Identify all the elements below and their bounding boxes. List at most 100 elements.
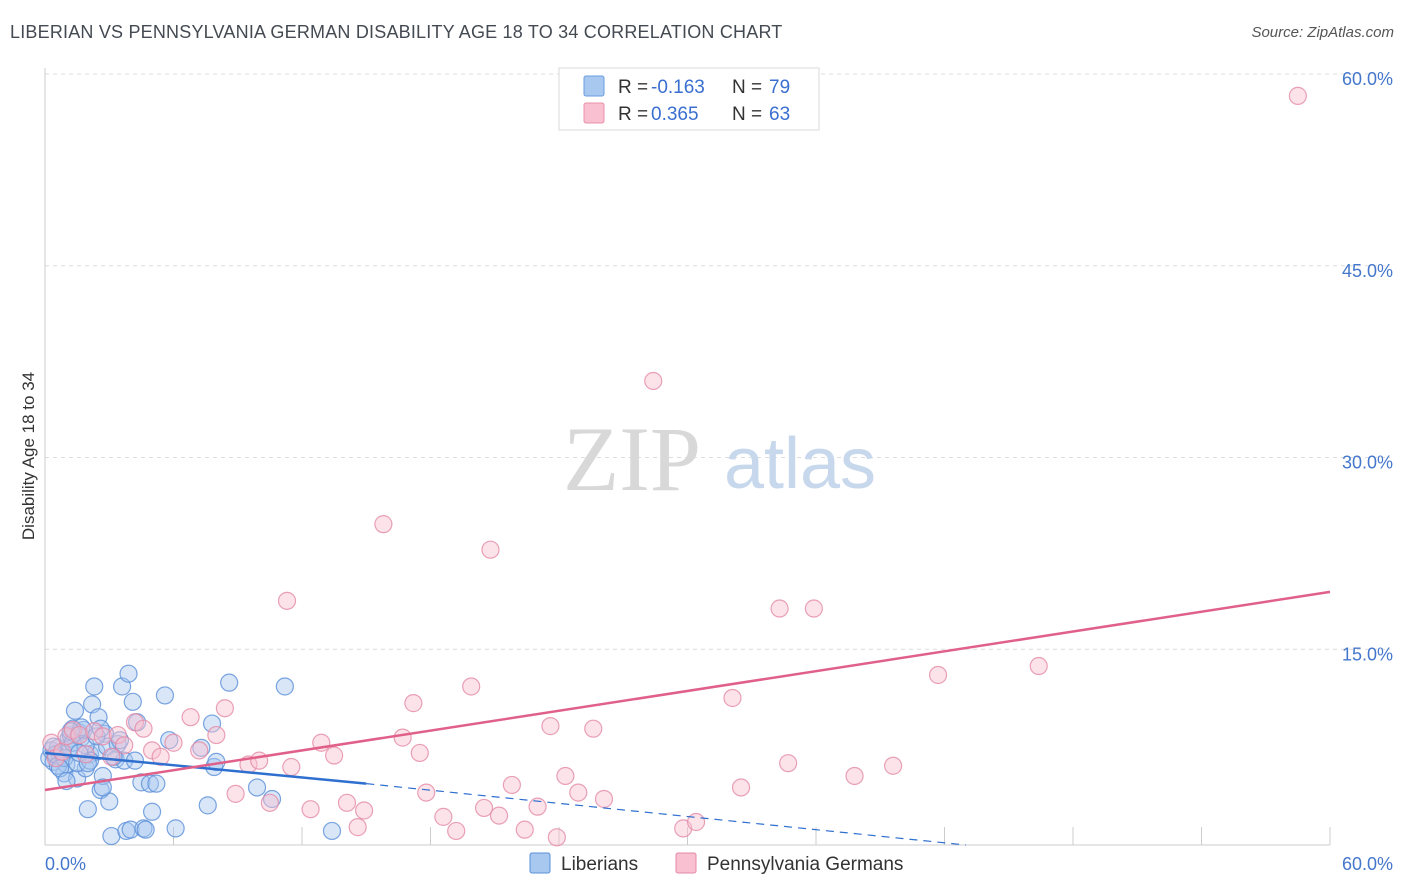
pennsylvania-german-point [108,725,127,745]
liberian-point [140,774,160,793]
liberian-point [78,800,97,819]
legend-swatch [583,75,605,97]
liberian-point [198,796,217,815]
x-tick-label: 0.0% [45,854,86,874]
liberian-point [89,708,108,727]
pennsylvania-german-point [686,812,706,832]
pennsylvania-german-point [1288,86,1307,105]
legend-n-label: N = [732,77,762,98]
pennsylvania-german-point [215,699,234,718]
liberian-point [142,802,162,821]
liberian-point [85,677,104,696]
pennsylvania-german-point [556,766,575,786]
pennsylvania-german-point [547,828,566,847]
pennsylvania-german-point [928,665,948,685]
liberian-point [136,820,155,839]
liberian-point [322,821,342,841]
pennsylvania-german-point [102,747,121,766]
legend-r-value: 0.365 [651,104,699,125]
liberian-point [155,686,175,705]
pennsylvania-german-point [515,820,534,839]
pennsylvania-german-point [883,756,903,775]
y-axis-label: Disability Age 18 to 34 [19,372,38,540]
liberian-point [93,778,112,797]
legend-r-value: -0.163 [651,77,705,98]
pennsylvania-german-point [541,717,560,736]
legend-n-value: 63 [769,104,790,125]
liberian-point [220,673,239,692]
y-tick-label: 30.0% [1342,453,1393,473]
bottom-legend: Liberians Pennsylvania Germans [529,852,903,875]
pennsylvania-german-point [277,591,297,610]
pennsylvania-german-point [594,789,614,809]
bottom-legend-label: Pennsylvania Germans [707,854,903,875]
x-tick-label: 60.0% [1342,854,1393,874]
pennsylvania-german-point [584,719,603,738]
pennsylvania-german-point [282,757,301,777]
pennsylvania-german-point [404,694,423,713]
watermark: ZIP atlas [563,408,876,510]
pennsylvania-german-point [779,754,798,773]
pennsylvania-german-point [325,746,344,765]
gridlines [45,73,1390,650]
legend-box: R = -0.163 N = 79 R = 0.365 N = 63 [558,67,820,131]
pennsylvania-german-point [301,800,320,819]
legend-n-label: N = [732,104,762,125]
pennsylvania-german-point [644,371,663,391]
watermark-atlas: atlas [724,424,876,504]
pennsylvania-german-point [731,778,751,797]
pennsylvania-german-point [447,821,466,841]
legend-swatch [583,102,605,124]
pennsylvania-german-point [250,751,269,770]
liberian-trend-extension [366,783,966,846]
liberian-trend-line [44,751,367,785]
pennsylvania-german-point [85,722,104,741]
chart-source: Source: ZipAtlas.com [1251,24,1394,41]
pennsylvania-german-point [134,719,153,738]
y-tick-labels: 15.0% 30.0% 45.0% 60.0% [1342,69,1393,664]
pennsylvania-german-point [190,741,209,760]
pennsylvania-german-point [462,677,481,696]
pennsylvania-german-point [164,733,183,752]
chart-title: LIBERIAN VS PENNSYLVANIA GERMAN DISABILI… [10,22,783,42]
liberian-point [119,664,138,683]
pennsylvania-german-point [502,775,521,795]
pennsylvania-german-point [207,725,226,745]
legend-r-label: R = [618,77,648,98]
y-tick-label: 45.0% [1342,261,1393,281]
pennsylvania-german-point [489,806,509,825]
pennsylvania-german-point [434,807,453,826]
pennsylvania-german-point [115,736,134,755]
liberian-point [247,778,267,797]
pennsylvania-german-point [569,783,588,802]
liberian-point [275,677,294,696]
pennsylvania-german-point [770,599,789,618]
pennsylvania-german-point [723,688,742,708]
pennsylvania-german-point [1029,656,1048,676]
pennsylvania-german-point [845,766,864,786]
pennsylvania-german-point [226,784,245,803]
liberian-point [65,701,85,720]
trend-lines [44,590,1331,846]
y-tick-label: 15.0% [1342,644,1393,664]
pennsylvania-german-point [76,745,95,764]
pennsylvania-german-point [417,783,436,802]
watermark-zip: ZIP [563,408,701,510]
y-tick-label: 60.0% [1342,69,1393,89]
legend-n-value: 79 [769,77,790,98]
pennsylvania-german-point [481,540,500,559]
pennsylvania-german-point [393,728,412,747]
bottom-legend-swatch [529,852,551,874]
liberian-point [123,692,142,711]
bottom-legend-label: Liberians [561,854,638,875]
pennsylvania-german-point [53,742,72,761]
pennsylvania-german-point [70,725,89,745]
pennsylvania-german-point [337,793,357,812]
pennsylvania-german-point [474,798,494,818]
pennsylvania-german-point [151,747,170,766]
liberian-point [192,738,211,757]
pennsylvania-german-trend-line [44,590,1331,792]
pennsylvania-german-point [374,515,393,534]
liberian-point [202,714,222,733]
